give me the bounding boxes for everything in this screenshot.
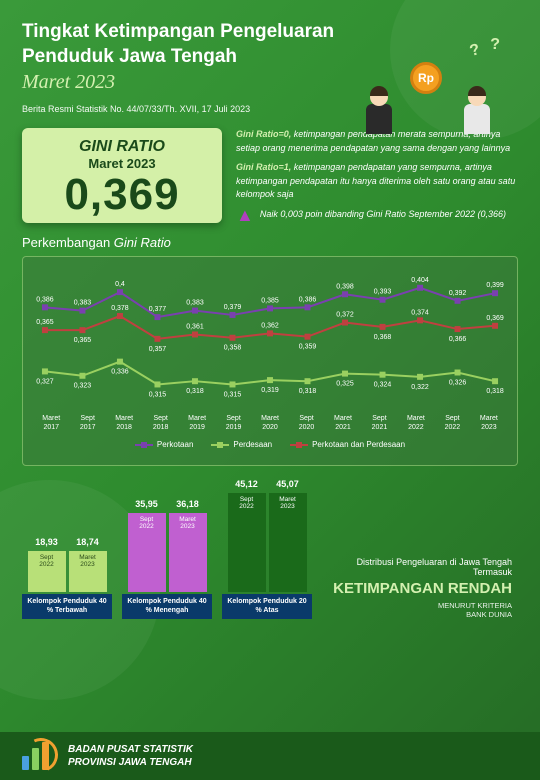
- svg-text:0,392: 0,392: [449, 290, 467, 297]
- x-label: Sept2020: [288, 415, 324, 432]
- svg-text:0,357: 0,357: [149, 346, 167, 353]
- svg-text:0,318: 0,318: [486, 389, 504, 396]
- gini-line-chart: 0,386 0,383 0,4 0,377 0,383 0,379 0,385 0,386 0,…: [22, 256, 518, 466]
- svg-text:0,378: 0,378: [111, 305, 129, 312]
- svg-text:0,386: 0,386: [299, 297, 317, 304]
- svg-text:0,318: 0,318: [186, 389, 204, 396]
- gini-change-text: Naik 0,003 poin dibanding Gini Ratio Sep…: [260, 208, 506, 222]
- chart-legend: Perkotaan Perdesaan Perkotaan dan Perdesaa…: [33, 440, 507, 449]
- svg-text:0,365: 0,365: [74, 337, 92, 344]
- question-mark-icon: ?: [490, 36, 500, 54]
- bar-group: 18,93 Sept202218,74 Maret2023Kelompok Pe…: [22, 482, 112, 619]
- bar: 35,95 Sept2022: [128, 513, 166, 592]
- bar-group-label: Kelompok Penduduk 40 % Menengah: [122, 594, 212, 619]
- reference-number: Berita Resmi Statistik No. 44/07/33/Th. …: [22, 104, 518, 114]
- svg-text:0,336: 0,336: [111, 369, 129, 376]
- svg-text:0,368: 0,368: [374, 334, 392, 341]
- svg-text:0,323: 0,323: [74, 383, 92, 390]
- svg-text:0,362: 0,362: [261, 323, 279, 330]
- svg-text:0,398: 0,398: [336, 284, 354, 291]
- bar: 18,74 Maret2023: [69, 551, 107, 592]
- gini-label: GINI RATIO: [38, 138, 206, 156]
- x-label: Sept2021: [361, 415, 397, 432]
- x-label: Maret2022: [398, 415, 434, 432]
- svg-text:0,385: 0,385: [261, 298, 279, 305]
- question-mark-icon: ?: [468, 41, 482, 61]
- svg-text:0,369: 0,369: [486, 315, 504, 322]
- bar: 45,12 Sept2022: [228, 493, 266, 592]
- gini-description: Gini Ratio=0, ketimpangan pendapatan mer…: [236, 128, 518, 223]
- svg-text:0,386: 0,386: [36, 297, 54, 304]
- arrow-up-icon: ▲: [236, 208, 254, 222]
- x-label: Sept2019: [215, 415, 251, 432]
- x-label: Sept2017: [69, 415, 105, 432]
- bar: 36,18 Maret2023: [169, 513, 207, 593]
- distribution-bars: 18,93 Sept202218,74 Maret2023Kelompok Pe…: [22, 482, 518, 619]
- svg-text:0,372: 0,372: [336, 312, 354, 319]
- svg-text:0,365: 0,365: [36, 320, 54, 327]
- svg-text:0,383: 0,383: [74, 300, 92, 307]
- svg-text:0,379: 0,379: [224, 304, 242, 311]
- footer-org: BADAN PUSAT STATISTIK PROVINSI JAWA TENG…: [68, 743, 193, 769]
- svg-text:0,366: 0,366: [449, 336, 467, 343]
- svg-text:0,318: 0,318: [299, 389, 317, 396]
- desc0-label: Gini Ratio=0,: [236, 129, 291, 139]
- x-label: Sept2022: [434, 415, 470, 432]
- svg-text:0,325: 0,325: [336, 381, 354, 388]
- svg-text:0,399: 0,399: [486, 283, 504, 290]
- x-label: Maret2018: [106, 415, 142, 432]
- svg-text:0,315: 0,315: [224, 392, 242, 399]
- legend-item: Perkotaan: [135, 440, 193, 449]
- x-label: Maret2023: [471, 415, 507, 432]
- gini-ratio-box: GINI RATIO Maret 2023 0,369: [22, 128, 222, 223]
- svg-text:0,324: 0,324: [374, 382, 392, 389]
- bar: 18,93 Sept2022: [28, 551, 66, 593]
- x-label: Maret2020: [252, 415, 288, 432]
- svg-text:0,322: 0,322: [411, 384, 429, 391]
- svg-text:0,326: 0,326: [449, 380, 467, 387]
- gini-value: 0,369: [38, 173, 206, 217]
- svg-text:0,377: 0,377: [149, 307, 167, 314]
- svg-text:0,358: 0,358: [224, 345, 242, 352]
- distribution-text: Distribusi Pengeluaran di Jawa Tengah Te…: [322, 557, 518, 619]
- svg-text:0,404: 0,404: [411, 277, 429, 284]
- svg-text:0,327: 0,327: [36, 379, 54, 386]
- legend-item: Perkotaan dan Perdesaan: [290, 440, 405, 449]
- x-label: Maret2019: [179, 415, 215, 432]
- line-chart-svg: 0,386 0,383 0,4 0,377 0,383 0,379 0,385 0,386 0,…: [33, 271, 507, 411]
- svg-text:0,383: 0,383: [186, 300, 204, 307]
- people-illustration: ? ? Rp: [348, 34, 508, 134]
- bar-group-label: Kelompok Penduduk 40 % Terbawah: [22, 594, 112, 619]
- svg-text:0,361: 0,361: [186, 324, 204, 331]
- svg-text:0,359: 0,359: [299, 344, 317, 351]
- svg-text:0,374: 0,374: [411, 310, 429, 317]
- gini-period: Maret 2023: [38, 156, 206, 171]
- x-axis-labels: Maret2017Sept2017Maret2018Sept2018Maret2…: [33, 415, 507, 432]
- bar: 45,07 Maret2023: [269, 493, 307, 592]
- legend-item: Perdesaan: [211, 440, 272, 449]
- x-label: Maret2017: [33, 415, 69, 432]
- x-label: Maret2021: [325, 415, 361, 432]
- svg-text:0,4: 0,4: [115, 282, 125, 289]
- bar-group: 45,12 Sept202245,07 Maret2023Kelompok Pe…: [222, 482, 312, 619]
- bar-group-label: Kelompok Penduduk 20 % Atas: [222, 594, 312, 619]
- bps-logo-icon: [22, 742, 58, 770]
- coin-icon: Rp: [410, 62, 442, 94]
- svg-text:0,315: 0,315: [149, 392, 167, 399]
- footer: BADAN PUSAT STATISTIK PROVINSI JAWA TENG…: [0, 732, 540, 780]
- svg-text:0,393: 0,393: [374, 289, 392, 296]
- desc1-label: Gini Ratio=1,: [236, 162, 291, 172]
- x-label: Sept2018: [142, 415, 178, 432]
- line-chart-title: Perkembangan Gini Ratio: [22, 235, 518, 250]
- bar-group: 35,95 Sept202236,18 Maret2023Kelompok Pe…: [122, 482, 212, 619]
- svg-text:0,319: 0,319: [261, 387, 279, 394]
